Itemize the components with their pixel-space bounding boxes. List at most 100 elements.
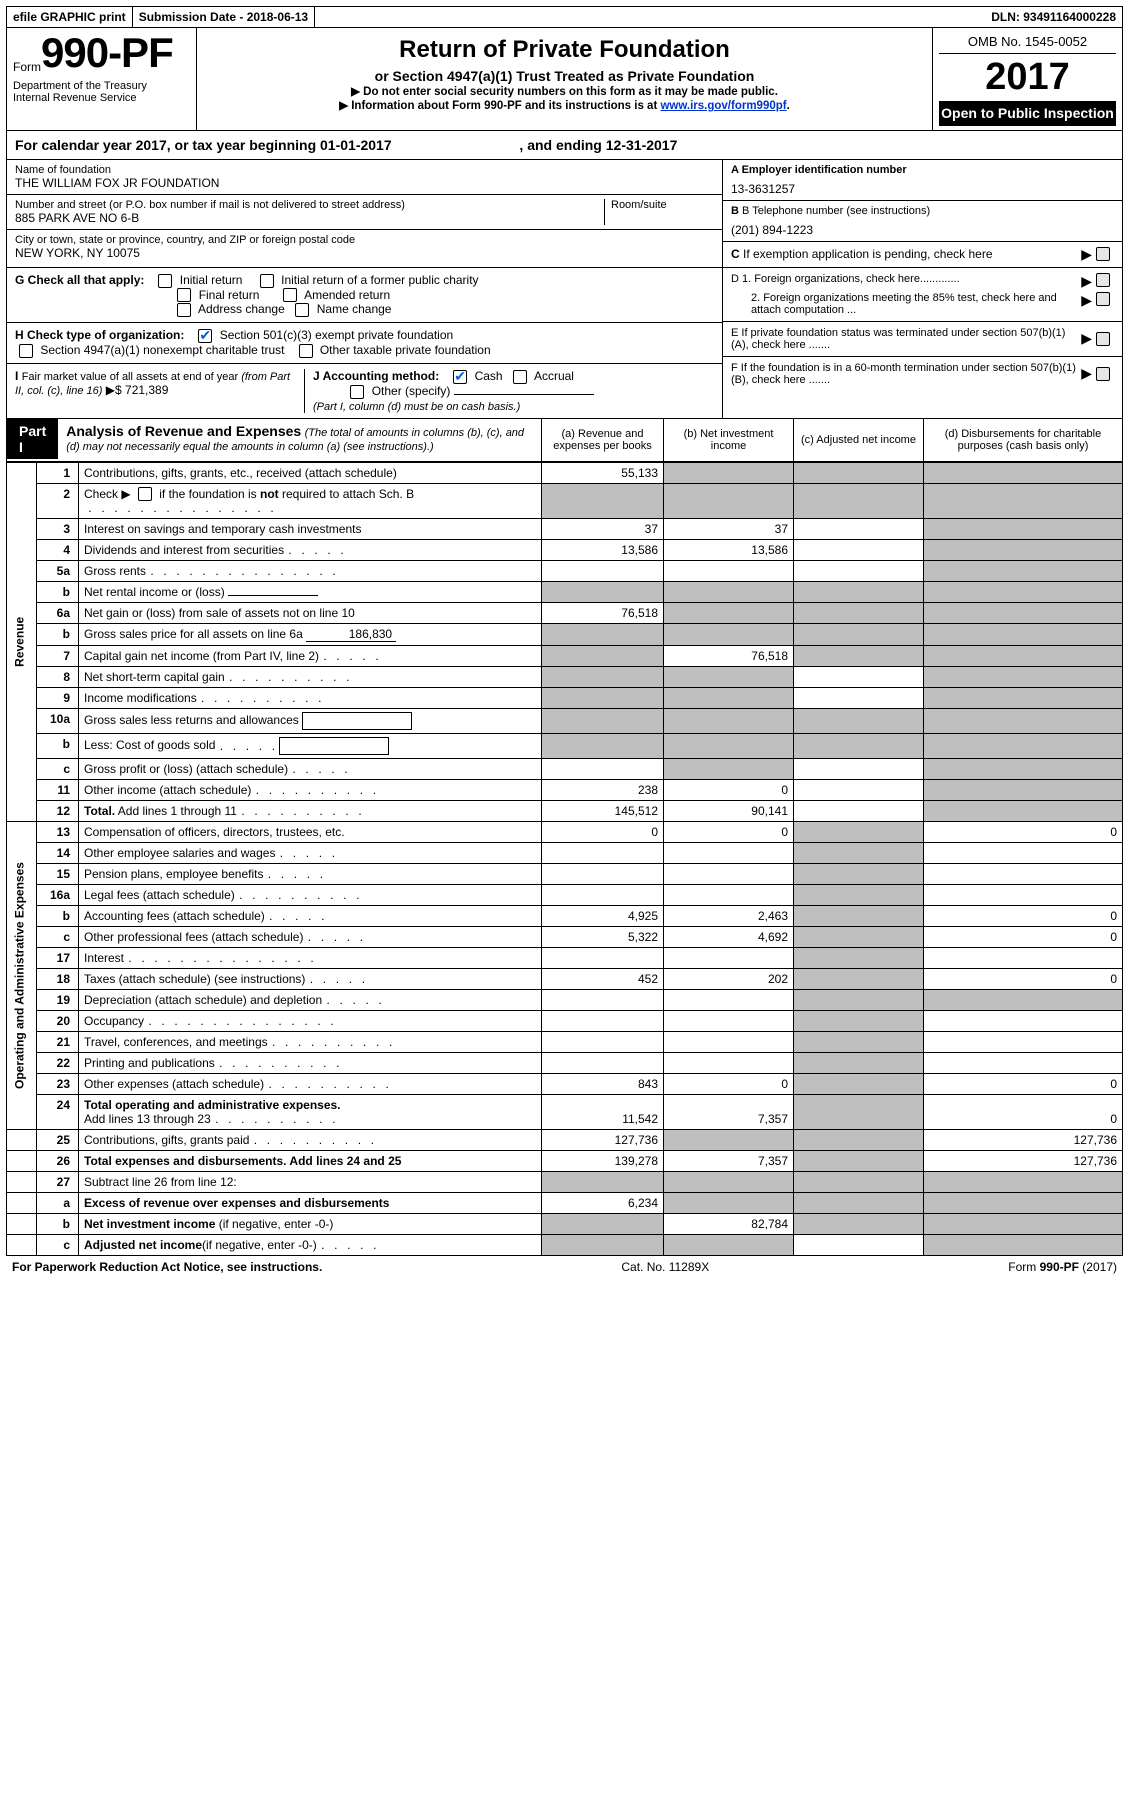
cell-grey — [794, 734, 924, 759]
table-row: b Less: Cost of goods sold — [7, 734, 1123, 759]
col-d-header: (d) Disbursements for charitable purpose… — [924, 419, 1122, 461]
cell-grey — [664, 667, 794, 688]
cell-grey — [664, 582, 794, 603]
line-10c-num: c — [37, 759, 79, 780]
dln: DLN: 93491164000228 — [985, 7, 1122, 27]
line-16c-col-d: 0 — [924, 927, 1123, 948]
e-checkbox[interactable] — [1096, 332, 1110, 346]
h-4947-checkbox[interactable] — [19, 344, 33, 358]
line-5b-input[interactable] — [228, 595, 318, 596]
h-4947-label: Section 4947(a)(1) nonexempt charitable … — [40, 343, 284, 357]
line-16b-desc: Accounting fees (attach schedule) — [79, 906, 542, 927]
line-27a-desc: Excess of revenue over expenses and disb… — [79, 1193, 542, 1214]
cell-grey — [924, 603, 1123, 624]
line-11-desc: Other income (attach schedule) — [79, 780, 542, 801]
cell-grey — [542, 582, 664, 603]
submission-date: Submission Date - 2018-06-13 — [133, 7, 315, 27]
g-initial-former-checkbox[interactable] — [260, 274, 274, 288]
line-6a-num: 6a — [37, 603, 79, 624]
cell-grey — [794, 483, 924, 519]
line-16a-desc: Legal fees (attach schedule) — [79, 885, 542, 906]
table-row: 4 Dividends and interest from securities… — [7, 540, 1123, 561]
d1-checkbox[interactable] — [1096, 273, 1110, 287]
fmv-value: 721,389 — [125, 383, 168, 397]
cell-grey — [794, 582, 924, 603]
d2-checkbox[interactable] — [1096, 292, 1110, 306]
g-initial-return-checkbox[interactable] — [158, 274, 172, 288]
line-9-desc: Income modifications — [79, 688, 542, 709]
cell-grey — [542, 646, 664, 667]
table-row: b Net investment income (if negative, en… — [7, 1214, 1123, 1235]
line-12-col-b: 90,141 — [664, 801, 794, 822]
h-501c3-checkbox[interactable] — [198, 329, 212, 343]
cell-grey — [542, 624, 664, 646]
part1-header: Part I Analysis of Revenue and Expenses … — [6, 419, 1123, 462]
j-other-specify-input[interactable] — [454, 394, 594, 395]
table-row: 5a Gross rents — [7, 561, 1123, 582]
j-accrual-checkbox[interactable] — [513, 370, 527, 384]
fmv-symbol: ▶$ — [106, 383, 122, 397]
line-16b-col-b: 2,463 — [664, 906, 794, 927]
line-10c-desc: Gross profit or (loss) (attach schedule) — [79, 759, 542, 780]
d1-label: D 1. Foreign organizations, check here..… — [731, 273, 1081, 285]
line-6b-num: b — [37, 624, 79, 646]
line-23-col-d: 0 — [924, 1074, 1123, 1095]
line-16c-col-a: 5,322 — [542, 927, 664, 948]
table-row: 26 Total expenses and disbursements. Add… — [7, 1151, 1123, 1172]
j-other-checkbox[interactable] — [350, 385, 364, 399]
g-address-change-checkbox[interactable] — [177, 303, 191, 317]
table-row: 20 Occupancy — [7, 1011, 1123, 1032]
form-number: 990-PF — [41, 32, 173, 74]
address-value: 885 PARK AVE NO 6-B — [15, 211, 604, 225]
table-row: 24 Total operating and administrative ex… — [7, 1095, 1123, 1130]
header-right: OMB No. 1545-0052 2017 Open to Public In… — [932, 28, 1122, 130]
h-other-taxable-checkbox[interactable] — [299, 344, 313, 358]
table-row: c Gross profit or (loss) (attach schedul… — [7, 759, 1123, 780]
calyear-pre: For calendar year 2017, or tax year begi… — [15, 137, 320, 153]
cell — [794, 759, 924, 780]
table-row: 16a Legal fees (attach schedule) — [7, 885, 1123, 906]
exemption-pending-checkbox[interactable] — [1096, 247, 1110, 261]
address-row: Number and street (or P.O. box number if… — [7, 195, 722, 230]
line-2-checkbox[interactable] — [138, 487, 152, 501]
f-checkbox[interactable] — [1096, 367, 1110, 381]
j-cash-label: Cash — [475, 369, 503, 383]
cell-grey — [924, 561, 1123, 582]
line-27c-desc: Adjusted net income(if negative, enter -… — [79, 1235, 542, 1256]
line-10a-box[interactable] — [302, 712, 412, 730]
g-amended-return-checkbox[interactable] — [283, 288, 297, 302]
col-c-header: (c) Adjusted net income — [794, 419, 924, 461]
line-27b-num: b — [37, 1214, 79, 1235]
line-4-col-b: 13,586 — [664, 540, 794, 561]
line-16c-num: c — [37, 927, 79, 948]
exemption-pending-row: C If exemption application is pending, c… — [723, 242, 1122, 267]
line-24-num: 24 — [37, 1095, 79, 1130]
line-15-desc: Pension plans, employee benefits — [79, 864, 542, 885]
cell-grey — [924, 709, 1123, 734]
line-13-col-a: 0 — [542, 822, 664, 843]
line-20-num: 20 — [37, 1011, 79, 1032]
line-25-col-d: 127,736 — [924, 1130, 1123, 1151]
calyear-mid: , and ending — [519, 137, 605, 153]
header-line1: ▶ Do not enter social security numbers o… — [207, 84, 922, 98]
d2-label: 2. Foreign organizations meeting the 85%… — [751, 292, 1081, 316]
g-address-change-label: Address change — [198, 302, 285, 316]
table-row: 6a Net gain or (loss) from sale of asset… — [7, 603, 1123, 624]
g-label: G Check all that apply: — [15, 273, 144, 287]
calyear-end: 12-31-2017 — [606, 137, 678, 153]
table-row: 11 Other income (attach schedule) 238 0 — [7, 780, 1123, 801]
table-row: a Excess of revenue over expenses and di… — [7, 1193, 1123, 1214]
g-name-change-checkbox[interactable] — [295, 303, 309, 317]
calyear-begin: 01-01-2017 — [320, 137, 392, 153]
g-final-return-checkbox[interactable] — [177, 288, 191, 302]
cell-grey — [794, 462, 924, 483]
g-final-return-label: Final return — [199, 288, 260, 302]
line-10b-box[interactable] — [279, 737, 389, 755]
table-row: Operating and Administrative Expenses 13… — [7, 822, 1123, 843]
line-24-desc: Total operating and administrative expen… — [79, 1095, 542, 1130]
revenue-side-label: Revenue — [7, 462, 37, 822]
h-label: H Check type of organization: — [15, 328, 184, 342]
telephone-value: (201) 894-1223 — [731, 223, 1114, 237]
j-cash-checkbox[interactable] — [453, 370, 467, 384]
instructions-link[interactable]: www.irs.gov/form990pf — [660, 100, 786, 112]
